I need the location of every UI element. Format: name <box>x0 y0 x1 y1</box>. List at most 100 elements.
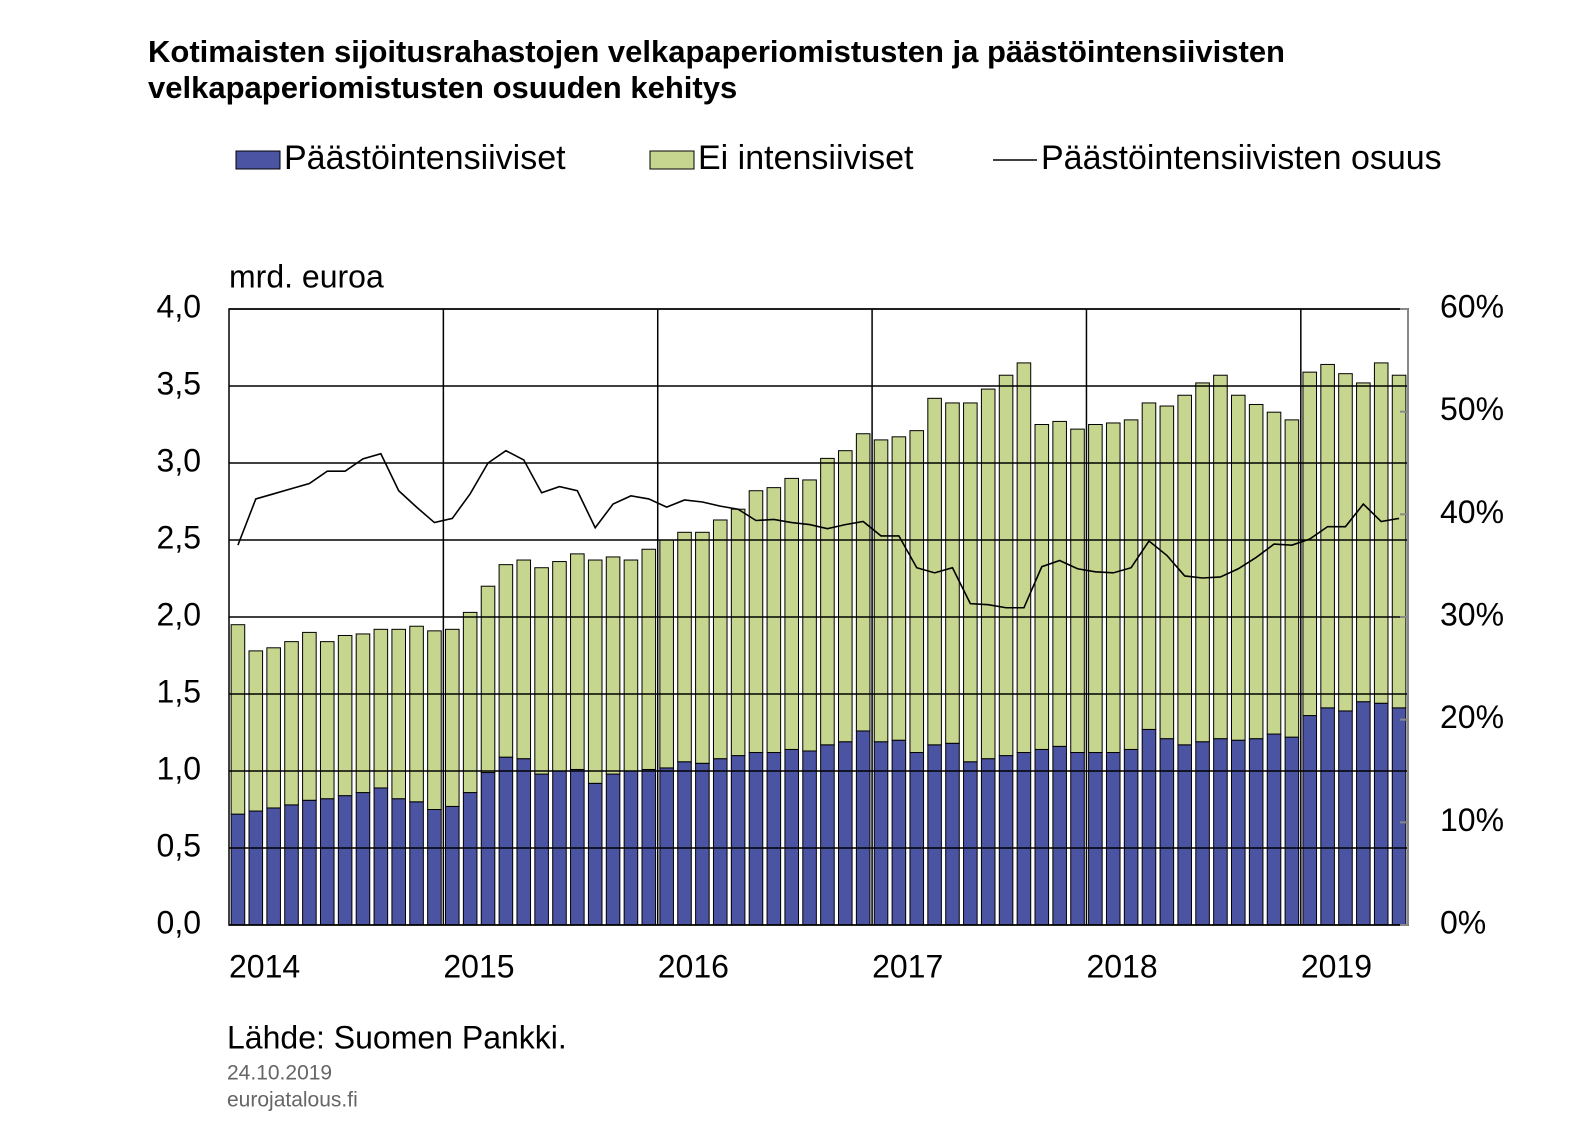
bar <box>1391 707 1407 926</box>
bar <box>980 388 996 760</box>
bar <box>1213 738 1228 926</box>
bar <box>1248 403 1264 740</box>
bar <box>427 809 442 926</box>
bar <box>587 559 603 784</box>
bar <box>1052 745 1067 926</box>
bar <box>695 762 710 926</box>
bar <box>409 625 424 803</box>
bar <box>427 630 442 810</box>
bar <box>605 773 621 926</box>
bar <box>1070 752 1085 926</box>
bar <box>230 624 246 815</box>
bar <box>1231 739 1246 926</box>
bar <box>230 813 246 926</box>
bar <box>802 750 817 926</box>
bar <box>1338 373 1353 712</box>
y-tick-label: 0,0 <box>157 904 201 940</box>
bar <box>659 767 674 926</box>
date: 24.10.2019 <box>227 1062 332 1085</box>
bar <box>963 402 978 763</box>
bar <box>480 772 496 926</box>
bar <box>980 758 996 926</box>
bar <box>552 561 567 772</box>
bar <box>284 804 299 926</box>
bar <box>998 755 1014 926</box>
bar <box>570 553 585 770</box>
bar <box>498 756 514 926</box>
y2-tick-label: 50% <box>1440 391 1504 427</box>
bar <box>784 748 799 926</box>
bar <box>534 567 549 775</box>
bar <box>784 477 799 750</box>
bar <box>1141 402 1157 730</box>
bar <box>373 628 389 789</box>
y2-tick-label: 40% <box>1440 494 1504 530</box>
share-line <box>237 449 1400 609</box>
bar <box>248 810 264 926</box>
bar <box>641 548 657 770</box>
y2-tick-label: 30% <box>1440 596 1504 632</box>
y-axis-label: mrd. euroa <box>229 258 384 294</box>
bar <box>462 611 478 794</box>
bar <box>605 556 621 775</box>
bar <box>570 768 585 926</box>
y-tick-label: 3,0 <box>157 442 201 478</box>
chart-title: Kotimaisten sijoitusrahastojen velkapape… <box>148 34 1285 69</box>
bar <box>391 798 406 926</box>
chart-title: velkapaperiomistusten osuuden kehitys <box>148 70 737 105</box>
y-tick-label: 1,0 <box>157 750 201 786</box>
bar <box>855 433 871 732</box>
bar <box>355 792 371 926</box>
bar <box>1373 702 1389 926</box>
bar <box>1195 741 1210 926</box>
bar <box>748 490 764 754</box>
bar <box>1356 701 1371 926</box>
bar <box>820 744 835 926</box>
y-tick-label: 3,5 <box>157 365 201 401</box>
bar <box>587 782 603 926</box>
bar <box>1302 715 1318 926</box>
bar <box>641 768 657 926</box>
bar <box>802 479 817 752</box>
bar <box>891 436 907 741</box>
x-tick-label: 2014 <box>229 948 300 984</box>
bar <box>373 787 389 926</box>
bar <box>1338 710 1353 926</box>
legend-label: Päästöintensiiviset <box>284 139 566 177</box>
bar <box>302 799 317 926</box>
bar <box>266 647 281 809</box>
bar <box>909 752 925 926</box>
x-tick-label: 2019 <box>1301 948 1372 984</box>
bar <box>677 761 692 926</box>
bar <box>1266 411 1282 735</box>
y-tick-label: 1,5 <box>157 673 201 709</box>
bar <box>337 795 353 926</box>
bar <box>766 487 782 754</box>
bar <box>677 531 692 763</box>
bar <box>927 744 942 926</box>
bar <box>891 739 907 926</box>
bar <box>319 641 335 800</box>
bar <box>766 752 782 926</box>
bar <box>659 539 674 769</box>
y-tick-label: 4,0 <box>157 288 201 324</box>
site: eurojatalous.fi <box>227 1089 358 1112</box>
bar <box>319 798 335 926</box>
bar <box>516 559 532 760</box>
bar <box>1123 748 1139 926</box>
bar <box>873 741 889 926</box>
bar <box>820 457 835 746</box>
bar <box>1356 382 1371 703</box>
bar <box>1248 738 1264 926</box>
bar <box>1302 371 1318 717</box>
legend-label: Ei intensiiviset <box>698 139 914 177</box>
bar <box>409 801 424 926</box>
bar <box>1034 748 1050 926</box>
bar <box>695 531 710 764</box>
x-tick-label: 2016 <box>658 948 729 984</box>
bar <box>873 439 889 743</box>
bar <box>516 758 532 926</box>
legend-label: Päästöintensiivisten osuus <box>1041 139 1442 177</box>
bar <box>445 628 460 807</box>
